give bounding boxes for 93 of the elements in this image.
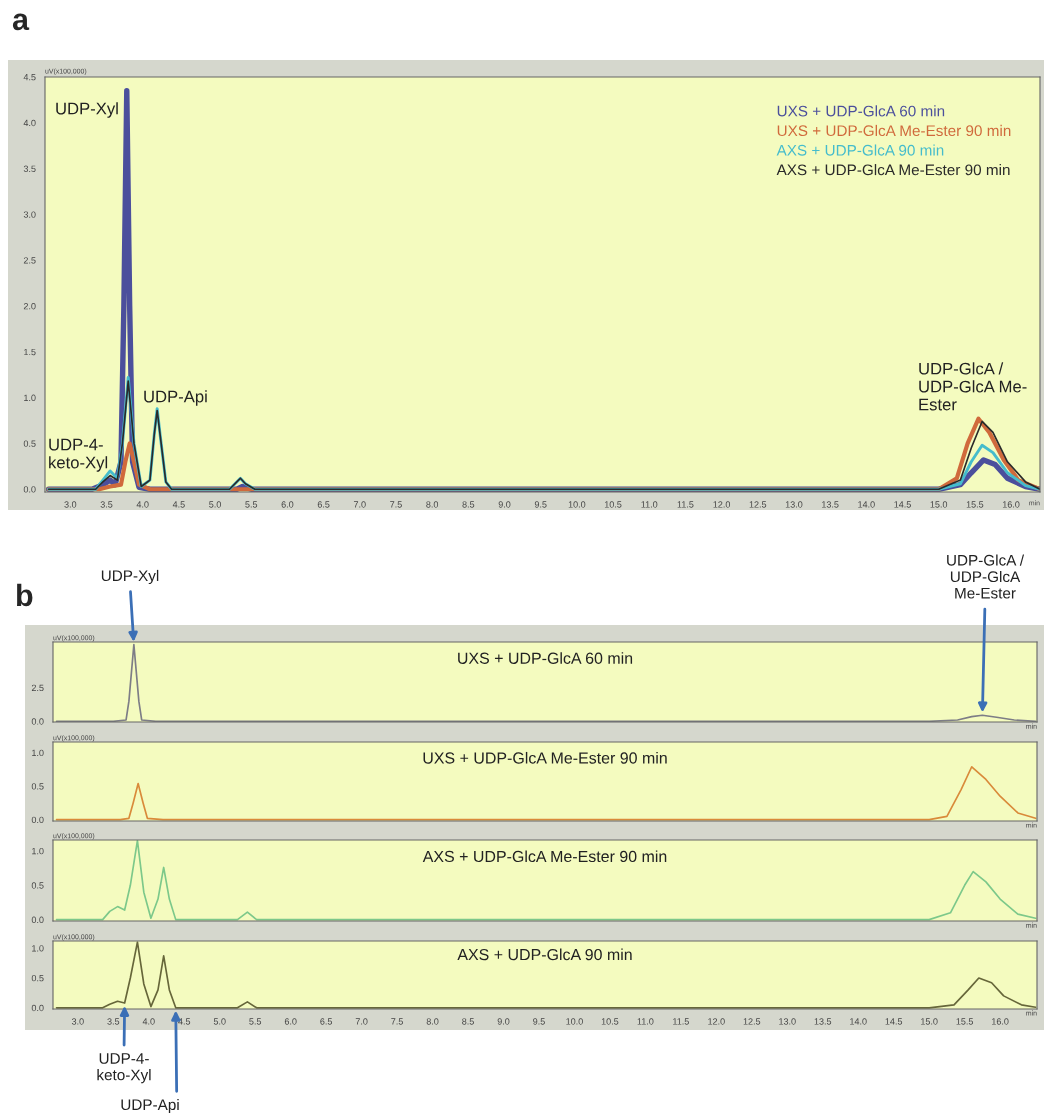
text: AXS + UDP-GlcA Me-Ester 90 min	[776, 164, 1010, 176]
x-tick-label: 8.5	[462, 501, 475, 508]
y-tick-label: 4.0	[23, 119, 36, 127]
x-tick-label: 6.0	[284, 1018, 297, 1025]
x-tick-label: 15.0	[921, 1018, 938, 1025]
y-tick-label: 1.5	[24, 348, 36, 356]
annotation: UDP-Api	[144, 390, 207, 406]
x-tick-label: 13.5	[822, 501, 839, 508]
x-tick-label: 5.5	[245, 501, 258, 508]
y-tick-label: 4.5	[23, 74, 36, 81]
x-tick-label: 9.0	[498, 501, 511, 508]
x-tick-label: 11.5	[677, 501, 694, 508]
x-tick-label: 11.0	[641, 501, 658, 508]
x-tick-label: 16.0	[1002, 501, 1020, 508]
annotation: UDP-4- keto-Xyl	[49, 438, 108, 472]
x-tick-label: 8.0	[426, 501, 439, 508]
x-tick-label: 5.5	[249, 1018, 262, 1025]
x-tick-label: 4.5	[178, 1018, 191, 1025]
x-tick-label: 12.5	[749, 501, 767, 508]
x-tick-label: 4.0	[142, 1018, 155, 1025]
x-tick-label: 16.0	[992, 1018, 1009, 1025]
text: UXS + UDP-GlcA 60 min	[458, 652, 633, 664]
y-tick-label: 2.5	[23, 257, 36, 264]
x-tick-label: 15.0	[930, 501, 948, 508]
x-tick-label: 7.0	[353, 501, 366, 508]
chart-title: a	[12, 13, 30, 31]
x-tick-label: 9.5	[534, 501, 547, 508]
x-tick-label: 14.5	[894, 501, 911, 508]
annotation: UDP-Xyl	[56, 102, 118, 118]
x-tick-label: 13.5	[814, 1018, 832, 1025]
x-tick-label: 6.5	[317, 501, 330, 508]
y-tick-label: 2.0	[23, 303, 36, 310]
x-tick-label: 8.0	[426, 1018, 439, 1025]
x-tick-label: 5.0	[213, 1018, 226, 1025]
y-tick-label: 0.5	[23, 440, 36, 447]
annotation: UDP-4- keto-Xyl	[97, 1053, 151, 1084]
x-tick-label: 5.0	[209, 501, 221, 508]
x-tick-label: 13.0	[785, 501, 803, 508]
x-tick-label: 10.0	[568, 501, 586, 508]
text: b	[17, 583, 33, 607]
y-tick-label: 0.0	[23, 486, 36, 493]
y-tick-label: 0.0	[31, 1004, 44, 1012]
x-tick-label: 6.0	[281, 501, 294, 508]
y-tick-label: 2.5	[31, 684, 44, 692]
x-tick-label: 4.0	[136, 501, 149, 508]
y-tick-label: 1.0	[32, 847, 44, 855]
text: AXS + UDP-GlcA Me-Ester 90 min	[422, 850, 667, 863]
y-tick-label: 1.0	[32, 945, 44, 952]
x-tick-label: 3.0	[64, 501, 77, 508]
y-tick-label: 3.0	[23, 211, 36, 218]
text: UXS + UDP-GlcA Me-Ester 90 min	[777, 124, 1011, 137]
x-tick-label: 7.5	[390, 501, 402, 508]
x-tick-label: 12.5	[743, 1018, 761, 1025]
text: AXS + UDP-GlcA 90 min	[776, 144, 944, 156]
x-tick-label: 3.5	[107, 1018, 120, 1025]
x-tick-label: 14.0	[850, 1018, 867, 1025]
y-tick-label: 0.5	[31, 882, 44, 889]
x-tick-label: 10.5	[601, 1018, 619, 1025]
x-tick-label: 8.5	[462, 1018, 474, 1025]
x-tick-label: 10.5	[604, 501, 622, 508]
x-tick-label: 9.5	[533, 1018, 545, 1025]
x-tick-label: 7.5	[391, 1018, 403, 1025]
annotation: UDP-Xyl	[101, 569, 159, 585]
x-tick-label: 3.0	[71, 1018, 84, 1025]
x-tick-label: 15.5	[966, 501, 984, 508]
y-tick-label: 1.0	[24, 394, 36, 401]
x-tick-label: 6.5	[320, 1018, 333, 1025]
y-tick-label: 1.0	[32, 749, 44, 757]
x-tick-label: 15.5	[956, 1018, 974, 1025]
x-tick-label: 10.0	[566, 1018, 583, 1025]
x-tick-label: 4.5	[172, 501, 185, 508]
y-tick-label: 3.5	[23, 165, 36, 172]
y-tick-label: 0.0	[31, 718, 44, 725]
x-tick-label: 7.0	[355, 1018, 368, 1025]
annotation: UDP-GlcA / UDP-GlcA Me- Ester	[919, 362, 1027, 411]
x-tick-label: 13.0	[779, 1018, 796, 1025]
x-tick-label: 12.0	[708, 1018, 725, 1025]
y-tick-label: 0.5	[31, 974, 44, 982]
text: UXS + UDP-GlcA 60 min	[777, 105, 945, 117]
x-tick-label: 9.0	[497, 1018, 510, 1025]
y-tick-label: 0.0	[31, 916, 44, 923]
y-tick-label: 0.5	[31, 783, 44, 790]
annotation: UDP-Api	[121, 1098, 179, 1114]
annotation: UDP-GlcA / UDP-GlcA Me-Ester	[947, 554, 1025, 599]
x-tick-label: 14.5	[885, 1018, 903, 1025]
chart-title: AXS + UDP-GlcA 90 min	[457, 948, 632, 961]
x-tick-label: 12.0	[713, 501, 731, 508]
x-tick-label: 3.5	[100, 501, 113, 508]
x-tick-label: 11.0	[637, 1018, 654, 1025]
x-tick-label: 11.5	[673, 1018, 689, 1025]
chart-title: UXS + UDP-GlcA Me-Ester 90 min	[423, 751, 667, 764]
x-tick-label: 14.0	[858, 501, 875, 508]
y-tick-label: 0.0	[31, 816, 44, 824]
